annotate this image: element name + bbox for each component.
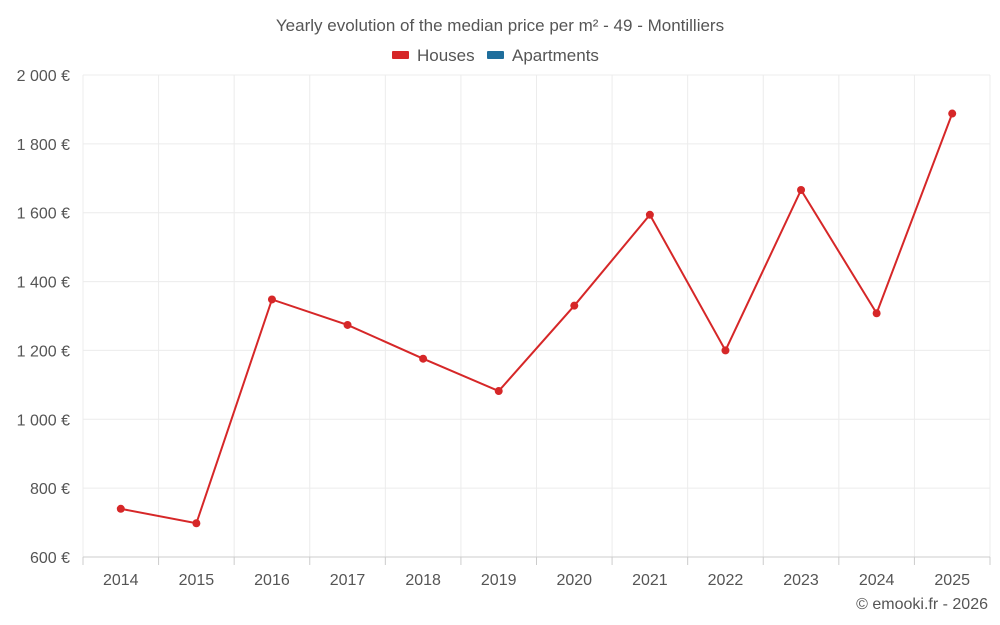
- data-point-houses-2020[interactable]: [570, 301, 579, 310]
- data-point-houses-2019[interactable]: [494, 387, 503, 396]
- axes: 2014 2015 2016 2017 2018 2019 2020 2021 2022 2023…: [17, 68, 991, 589]
- y-tick-label: 1 400 €: [17, 275, 70, 292]
- y-tick-label: 800 €: [30, 481, 70, 498]
- legend-label-apartments[interactable]: Apartments: [512, 46, 599, 65]
- x-tick-label: 2018: [405, 572, 441, 589]
- x-tick-label: 2024: [859, 572, 895, 589]
- legend: Houses Apartments: [392, 46, 599, 65]
- legend-swatch-houses[interactable]: [392, 51, 409, 59]
- y-tick-label: 1 200 €: [17, 343, 70, 360]
- y-tick-label: 1 000 €: [17, 412, 70, 429]
- gridlines: [82, 74, 991, 557]
- legend-swatch-apartments[interactable]: [487, 51, 504, 59]
- y-tick-label: 1 800 €: [17, 137, 70, 154]
- data-point-houses-2021[interactable]: [645, 210, 654, 219]
- series-line-houses: [120, 113, 954, 525]
- x-tick-label: 2021: [632, 572, 668, 589]
- y-tick-label: 2 000 €: [17, 68, 70, 85]
- data-point-houses-2024[interactable]: [872, 309, 881, 318]
- chart-title: Yearly evolution of the median price per…: [276, 16, 724, 35]
- legend-label-houses[interactable]: Houses: [417, 46, 475, 65]
- x-tick-label: 2019: [481, 572, 517, 589]
- credit-text: © emooki.fr - 2026: [856, 596, 988, 613]
- x-tick-label: 2015: [179, 572, 215, 589]
- data-point-houses-2016[interactable]: [267, 295, 276, 304]
- y-tick-label: 600 €: [30, 550, 70, 567]
- x-tick-label: 2025: [934, 572, 970, 589]
- data-point-houses-2015[interactable]: [192, 519, 201, 528]
- x-tick-label: 2022: [708, 572, 744, 589]
- y-tick-label: 1 600 €: [17, 206, 70, 223]
- data-point-houses-2018[interactable]: [419, 354, 428, 363]
- x-tick-label: 2023: [783, 572, 819, 589]
- data-point-houses-2022[interactable]: [721, 346, 730, 355]
- x-tick-label: 2020: [556, 572, 592, 589]
- x-tick-label: 2016: [254, 572, 290, 589]
- data-point-houses-2023[interactable]: [797, 185, 806, 194]
- data-point-houses-2025[interactable]: [948, 109, 957, 118]
- data-point-houses-2017[interactable]: [343, 320, 352, 329]
- series-layer: [116, 109, 957, 528]
- data-point-houses-2014[interactable]: [116, 504, 125, 513]
- x-tick-label: 2017: [330, 572, 366, 589]
- x-tick-label: 2014: [103, 572, 139, 589]
